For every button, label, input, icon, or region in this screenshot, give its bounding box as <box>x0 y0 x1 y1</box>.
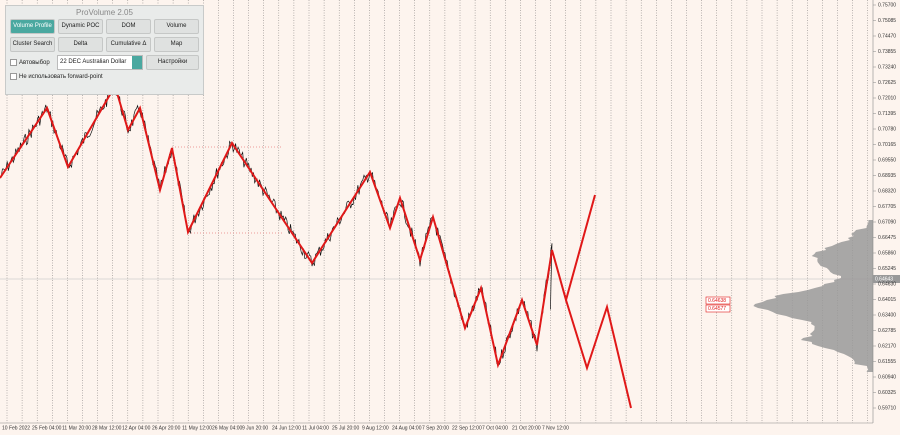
time-label: 26 May 04:00 <box>212 425 243 431</box>
level-label: 0.64638 <box>708 298 726 304</box>
price-label: 0.68935 <box>878 173 896 179</box>
time-label: 11 Jul 04:00 <box>302 425 329 431</box>
checkbox[interactable]: Не использовать forward-point <box>10 73 103 80</box>
time-label: 24 Jun 12:00 <box>272 425 301 431</box>
volume-profile <box>753 220 873 372</box>
price-box <box>873 275 900 283</box>
time-label: 7 Oct 04:00 <box>482 425 508 431</box>
button[interactable]: Cluster Search <box>10 37 55 52</box>
price-label: 0.60940 <box>878 374 896 380</box>
price-label: 0.62785 <box>878 328 896 334</box>
price-label: 0.70780 <box>878 126 896 132</box>
price-label: 0.73240 <box>878 64 896 70</box>
button[interactable]: Dynamic POC <box>58 19 103 34</box>
time-label: 11 May 12:00 <box>182 425 212 431</box>
projection-line <box>565 299 632 409</box>
level-box <box>705 304 731 313</box>
button[interactable]: Cumulative Δ <box>106 37 151 52</box>
level-label: 0.64577 <box>708 306 726 312</box>
current-price: 0.64643 <box>875 276 893 282</box>
time-label: 28 Mar 12:00 <box>92 425 122 431</box>
wave-line <box>0 83 596 369</box>
checkbox[interactable]: Автовыбор <box>10 59 54 66</box>
select-value: 22 DEC Australian Dollar <box>60 59 127 65</box>
price-label: 0.64015 <box>878 297 896 303</box>
provolume-panel: ProVolume 2.05 Volume Profile Dynamic PO… <box>5 5 204 95</box>
panel-title: ProVolume 2.05 <box>76 8 133 17</box>
time-label: 7 Sep 20:00 <box>422 425 449 431</box>
time-label: 25 Jul 20:00 <box>332 425 359 431</box>
button[interactable]: Volume <box>154 19 199 34</box>
time-label: 9 Jun 20:00 <box>242 425 268 431</box>
settings-button[interactable]: Настройки <box>146 55 199 70</box>
price-label: 0.67090 <box>878 219 896 225</box>
price-label: 0.69550 <box>878 157 896 163</box>
checkbox-label: Не использовать forward-point <box>19 73 103 80</box>
checkbox-label: Автовыбор <box>19 59 50 66</box>
time-label: 21 Oct 20:00 <box>512 425 541 431</box>
time-label: 10 Feb 2022 <box>2 425 30 431</box>
time-label: 12 Apr 04:00 <box>122 425 151 431</box>
price-label: 0.64630 <box>878 281 896 287</box>
level-box <box>705 296 731 305</box>
price-label: 0.66475 <box>878 235 896 241</box>
price-label: 0.60325 <box>878 390 896 396</box>
price-label: 0.67705 <box>878 204 896 210</box>
time-label: 26 Apr 20:00 <box>152 425 181 431</box>
price-label: 0.72625 <box>878 80 896 86</box>
price-label: 0.74470 <box>878 33 896 39</box>
time-label: 7 Nov 12:00 <box>542 425 569 431</box>
instrument-select[interactable]: 22 DEC Australian Dollar <box>57 55 143 70</box>
price-label: 0.61555 <box>878 359 896 365</box>
price-label: 0.72010 <box>878 95 896 101</box>
price-label: 0.65860 <box>878 250 896 256</box>
time-label: 9 Aug 12:00 <box>362 425 389 431</box>
time-label: 11 Mar 20:00 <box>62 425 91 431</box>
time-label: 24 Aug 04:00 <box>392 425 422 431</box>
price-label: 0.70165 <box>878 142 896 148</box>
time-label: 25 Feb 04:00 <box>32 425 62 431</box>
price-label: 0.75700 <box>878 2 896 8</box>
button[interactable]: Map <box>154 37 199 52</box>
price-label: 0.63400 <box>878 312 896 318</box>
price-label: 0.59710 <box>878 405 896 411</box>
button[interactable]: Volume Profile <box>10 19 55 34</box>
time-label: 22 Sep 12:00 <box>452 425 482 431</box>
price-label: 0.68320 <box>878 188 896 194</box>
price-label: 0.62170 <box>878 343 896 349</box>
price-label: 0.71395 <box>878 111 896 117</box>
button[interactable]: Delta <box>58 37 103 52</box>
price-label: 0.75085 <box>878 18 896 24</box>
price-label: 0.65245 <box>878 266 896 272</box>
button[interactable]: DOM <box>106 19 151 34</box>
price-label: 0.73855 <box>878 49 896 55</box>
